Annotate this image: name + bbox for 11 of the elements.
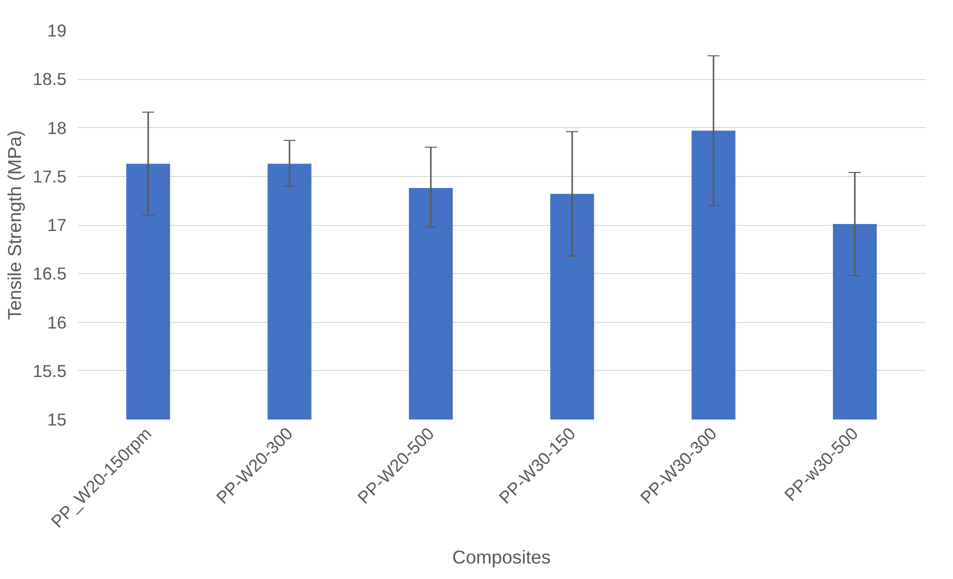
y-tick-label: 16 xyxy=(47,312,67,332)
y-tick-label: 19 xyxy=(47,20,67,40)
y-tick-label: 15.5 xyxy=(32,360,67,381)
y-tick-label: 18 xyxy=(47,118,67,138)
y-tick-label: 15 xyxy=(47,410,67,430)
y-tick-label: 16.5 xyxy=(32,264,67,284)
y-tick-label: 18.5 xyxy=(32,69,67,90)
y-axis-title: Tensile Strength (MPa) xyxy=(4,130,25,320)
y-tick-label: 17 xyxy=(47,215,67,235)
x-axis-title: Composites xyxy=(452,546,551,568)
y-tick-label: 17.5 xyxy=(32,166,67,186)
